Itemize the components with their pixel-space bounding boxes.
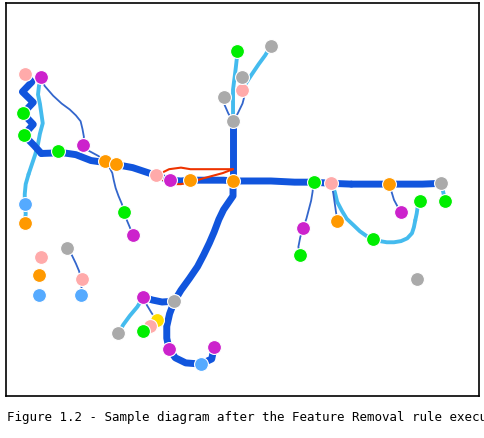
- Text: Figure 1.2 - Sample diagram after the Feature Removal rule execution: Figure 1.2 - Sample diagram after the Fe…: [7, 410, 484, 424]
- Point: [440, 198, 448, 205]
- Point: [368, 236, 376, 243]
- Point: [120, 208, 128, 215]
- Point: [237, 74, 245, 81]
- Point: [77, 276, 85, 283]
- Point: [437, 180, 444, 187]
- Point: [152, 173, 160, 180]
- Point: [170, 298, 178, 305]
- Point: [111, 162, 119, 169]
- Point: [296, 252, 303, 259]
- Point: [20, 132, 28, 139]
- Point: [396, 209, 404, 216]
- Point: [146, 323, 154, 330]
- Point: [129, 232, 136, 239]
- Point: [78, 142, 86, 149]
- Point: [21, 71, 29, 78]
- Point: [76, 292, 84, 299]
- Point: [309, 179, 317, 186]
- Point: [139, 328, 147, 335]
- Point: [197, 361, 204, 368]
- Point: [21, 220, 29, 227]
- Point: [165, 346, 173, 353]
- Point: [101, 158, 109, 165]
- Point: [412, 276, 420, 283]
- Point: [35, 272, 43, 279]
- Point: [186, 177, 194, 184]
- Point: [415, 198, 423, 205]
- Point: [153, 316, 161, 323]
- Point: [210, 344, 217, 351]
- Point: [228, 178, 236, 185]
- Point: [114, 330, 122, 337]
- Point: [37, 254, 45, 261]
- Point: [63, 245, 71, 252]
- Point: [139, 294, 147, 301]
- Point: [166, 177, 173, 184]
- Point: [238, 87, 246, 94]
- Point: [219, 94, 227, 101]
- Point: [228, 119, 236, 126]
- Point: [54, 148, 61, 155]
- Point: [299, 225, 306, 232]
- Point: [35, 292, 43, 299]
- Point: [333, 219, 340, 226]
- Point: [267, 43, 274, 50]
- Point: [385, 181, 393, 188]
- Point: [327, 180, 334, 187]
- Point: [232, 48, 240, 55]
- Point: [37, 74, 45, 81]
- Point: [19, 111, 27, 118]
- Point: [21, 201, 29, 208]
